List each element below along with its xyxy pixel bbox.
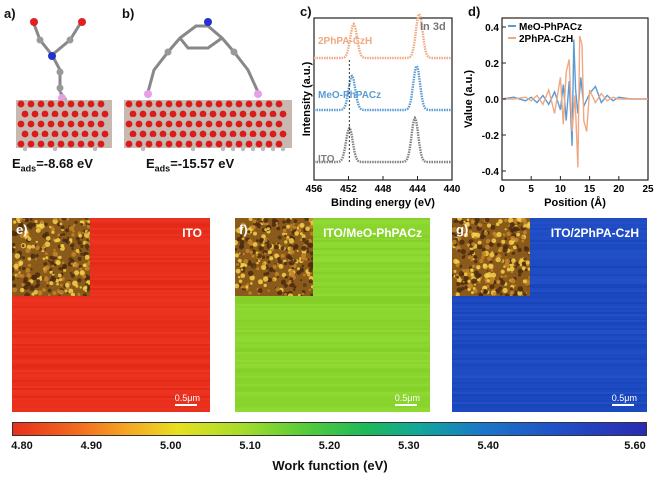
profile-series-2 bbox=[502, 35, 648, 168]
colorbar-tick-label: 5.20 bbox=[318, 440, 341, 452]
colorbar-tick-label: 5.60 bbox=[624, 440, 646, 452]
eads-prefix: E bbox=[146, 156, 155, 171]
xps-series-label-1: 2PhPA-CzH bbox=[318, 36, 372, 47]
y-tick-label: 0.2 bbox=[485, 59, 499, 70]
x-tick-label: 0 bbox=[499, 184, 505, 195]
y-tick-label: -0.2 bbox=[482, 131, 500, 142]
panel-a-molecule-image bbox=[16, 18, 112, 152]
panel-b-eads: Eads=-15.57 eV bbox=[146, 156, 234, 174]
panel-d: d) MeO-PhPACz 2PhPA-CzH 0 5 10 15 20 25 -0.4 -0.2… bbox=[462, 0, 660, 210]
panel-a-eads: Eads=-8.68 eV bbox=[12, 156, 93, 174]
y-tick-label: -0.4 bbox=[482, 167, 500, 178]
legend-label-1: MeO-PhPACz bbox=[519, 22, 582, 33]
x-tick-label: 10 bbox=[555, 184, 567, 195]
eads-sub: ads bbox=[20, 163, 37, 174]
panel-f-label: f) bbox=[239, 222, 248, 237]
kpfm-map-ito: e) ITO 0.5μm bbox=[12, 218, 210, 412]
scale-bar: 0.5μm bbox=[394, 393, 420, 406]
xps-annotation: In 3d bbox=[420, 21, 446, 33]
xps-chart: 2PhPA-CzH MeO-PhPACz ITO In 3d 456 452 448 444 4… bbox=[301, 11, 461, 209]
colorbar-tick-label: 4.90 bbox=[80, 440, 103, 452]
eads-prefix: E bbox=[12, 156, 21, 171]
colorbar-tick-label: 4.80 bbox=[11, 440, 33, 452]
scale-bar: 0.5μm bbox=[174, 393, 200, 406]
panel-b-molecule-image bbox=[124, 18, 292, 152]
eads-value: =-15.57 eV bbox=[170, 156, 235, 171]
colorbar-tick-label: 5.00 bbox=[160, 440, 182, 452]
kpfm-map-cz: g) ITO/2PhPA-CzH 0.5μm bbox=[452, 218, 647, 412]
panel-b-label: b) bbox=[122, 6, 135, 21]
y-axis-label: Value (a.u.) bbox=[463, 70, 475, 128]
scale-bar: 0.5μm bbox=[611, 393, 637, 406]
y-tick-label: 0.0 bbox=[485, 95, 499, 106]
x-tick-label: 452 bbox=[340, 184, 357, 195]
panel-g-label: g) bbox=[456, 222, 469, 237]
colorbar bbox=[12, 422, 647, 436]
x-axis-label: Position (Å) bbox=[544, 196, 606, 209]
x-tick-label: 448 bbox=[375, 184, 392, 195]
scale-label: 0.5μm bbox=[611, 393, 637, 403]
xps-series-2 bbox=[314, 63, 452, 112]
x-tick-label: 456 bbox=[306, 184, 323, 195]
afm-inset-image bbox=[12, 218, 90, 296]
xps-series-3 bbox=[314, 115, 452, 164]
colorbar-tick-label: 5.10 bbox=[239, 440, 261, 452]
kpfm-map-meo: f) ITO/MeO-PhPACz 0.5μm bbox=[235, 218, 430, 412]
x-tick-label: 440 bbox=[444, 184, 461, 195]
afm-inset-image bbox=[452, 218, 530, 296]
panel-c: c) 2PhPA-CzH MeO-PhPACz ITO In 3d 456 452 448 4… bbox=[300, 0, 462, 210]
xps-series-label-3: ITO bbox=[318, 154, 335, 165]
panel-b: b) Eads=-15.57 eV bbox=[118, 0, 298, 200]
panel-a-label: a) bbox=[4, 6, 16, 21]
map-title: ITO/MeO-PhPACz bbox=[323, 226, 422, 240]
y-axis-label: Intensity (a.u.) bbox=[301, 61, 313, 136]
scale-label: 0.5μm bbox=[174, 393, 200, 403]
panel-d-label: d) bbox=[468, 4, 481, 19]
xps-series-1 bbox=[314, 11, 452, 60]
x-tick-label: 444 bbox=[409, 184, 426, 195]
panel-a: a) Eads=-8.68 eV bbox=[0, 0, 120, 200]
panel-c-label: c) bbox=[300, 4, 312, 19]
panel-e-label: e) bbox=[16, 222, 28, 237]
eads-sub: ads bbox=[154, 163, 171, 174]
colorbar-tick-label: 5.30 bbox=[398, 440, 420, 452]
map-title: ITO bbox=[182, 226, 202, 240]
x-tick-label: 25 bbox=[642, 184, 654, 195]
map-title: ITO/2PhPA-CzH bbox=[550, 226, 639, 240]
profile-series-1 bbox=[501, 39, 648, 146]
scale-label: 0.5μm bbox=[394, 393, 420, 403]
legend-label-2: 2PhPA-CzH bbox=[519, 34, 573, 45]
afm-inset-image bbox=[235, 218, 313, 296]
xps-series-label-2: MeO-PhPACz bbox=[318, 90, 381, 101]
x-tick-label: 5 bbox=[528, 184, 534, 195]
colorbar-label: Work function (eV) bbox=[0, 458, 660, 473]
y-tick-label: 0.4 bbox=[485, 23, 499, 34]
eads-value: =-8.68 eV bbox=[36, 156, 93, 171]
x-tick-label: 20 bbox=[613, 184, 625, 195]
x-tick-label: 15 bbox=[584, 184, 596, 195]
colorbar-tick-label: 5.40 bbox=[477, 440, 499, 452]
x-axis-label: Binding energy (eV) bbox=[331, 197, 435, 209]
colorbar-label-text: Work function (eV) bbox=[272, 458, 388, 473]
